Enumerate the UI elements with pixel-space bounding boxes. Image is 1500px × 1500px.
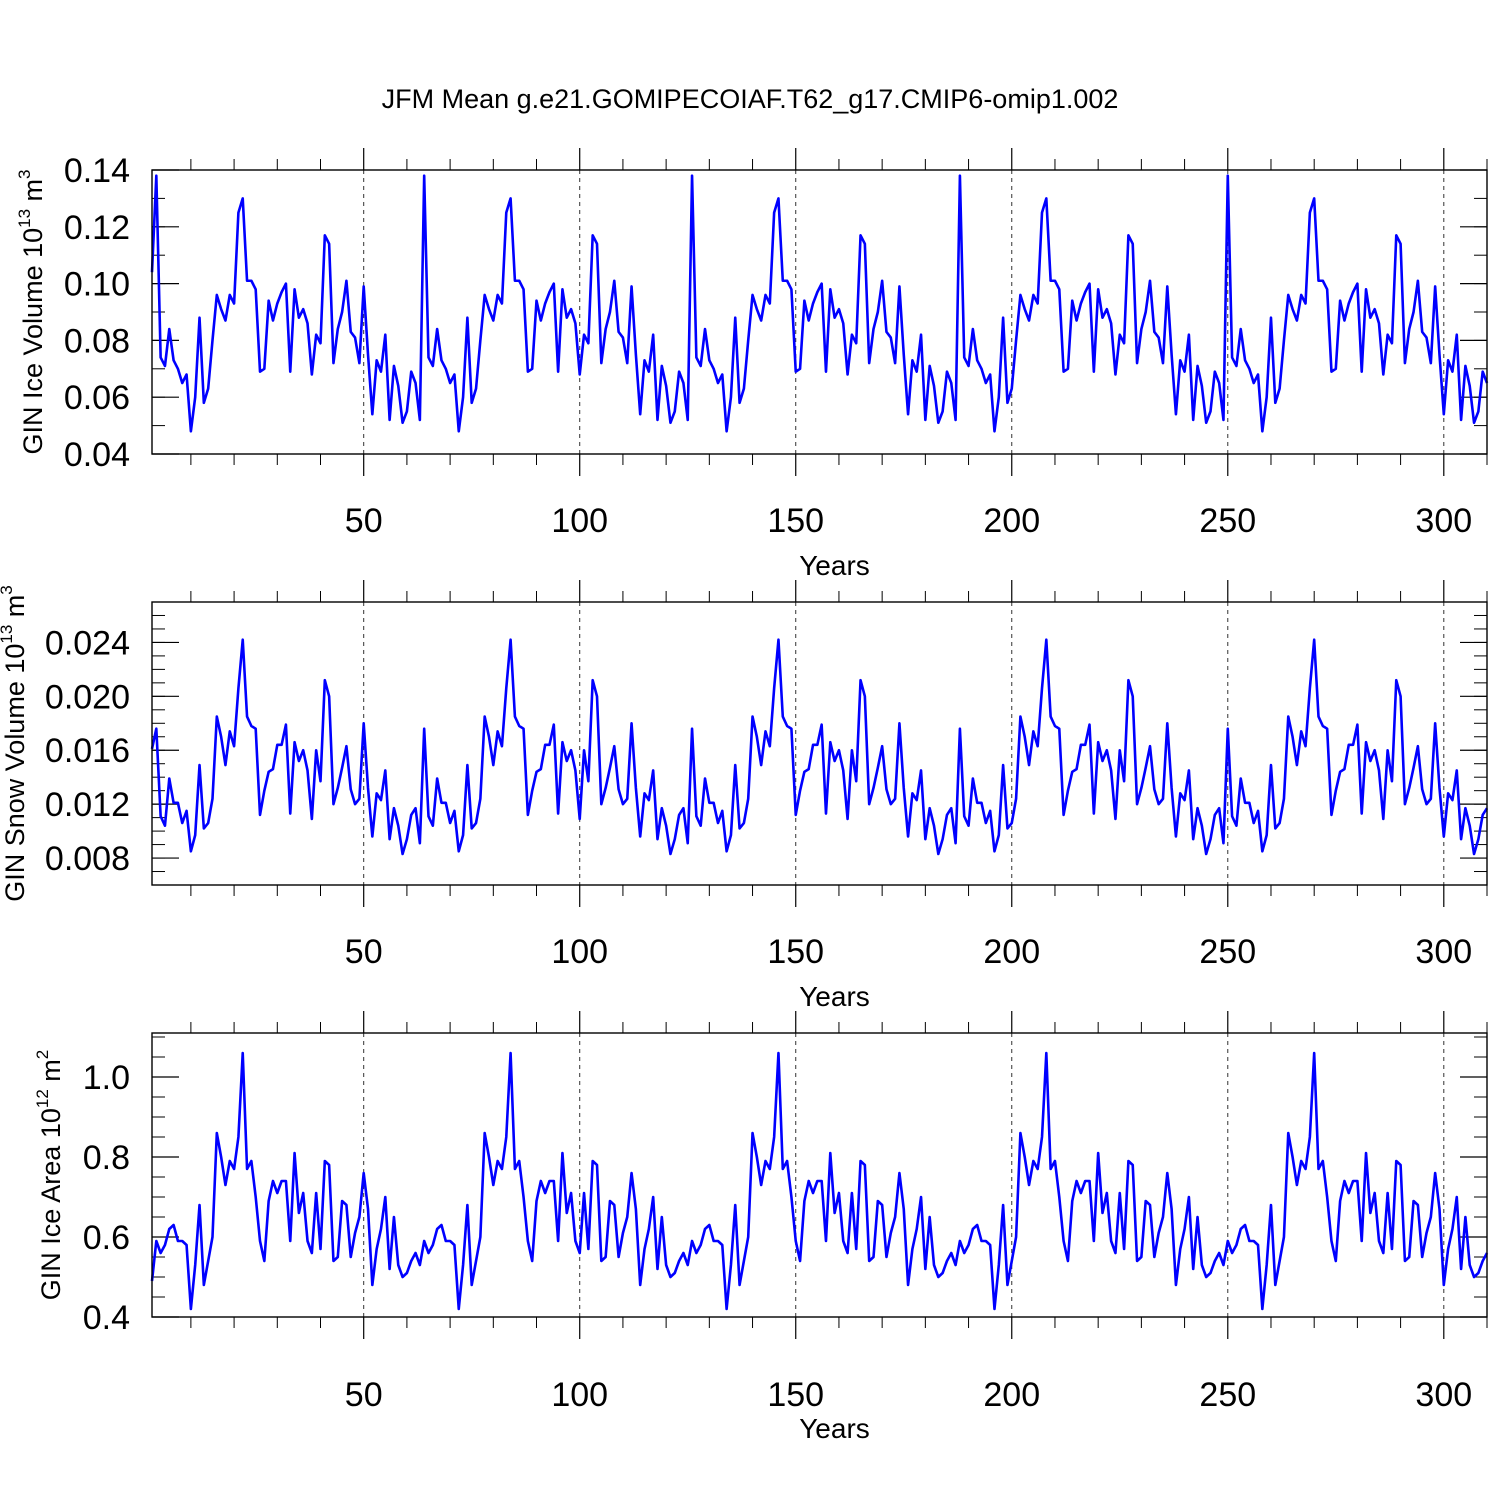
x-tick-label: 50 [345, 1376, 383, 1414]
y-axis-title-main: GIN Ice Area 10 [36, 1108, 66, 1300]
plot-frame [151, 1032, 1488, 1318]
y-tick-label: 0.012 [45, 786, 130, 824]
y-axis-title-exponent: 13 [15, 209, 34, 228]
x-tick-label: 150 [767, 502, 824, 540]
y-axis-title-main: GIN Ice Volume 10 [18, 228, 48, 455]
y-axis-title-unit-exponent: 3 [0, 585, 16, 594]
panels: 50 100 150 200 250 3000.040.060.080.100.120.1… [0, 148, 1489, 1444]
x-tick-label: 250 [1199, 502, 1256, 540]
y-tick-label: 0.6 [83, 1219, 130, 1257]
y-tick-label: 0.06 [64, 379, 130, 417]
x-tick-label: 100 [551, 502, 608, 540]
x-tick-label: 250 [1199, 1376, 1256, 1414]
y-axis-title-unit: m [36, 1059, 66, 1089]
x-tick-label: 300 [1415, 1376, 1472, 1414]
x-tick-label: 50 [345, 502, 383, 540]
panel-snow-volume: 50 100 150 200 250 300 0.008 0.012 0.016 0.020 0.0… [0, 580, 1489, 1012]
panel-ice-volume: 50 100 150 200 250 300 0.04 0.06 0.08 0.10 0.12 0.1… [15, 148, 1489, 581]
x-axis-title: Years [799, 1413, 870, 1444]
y-tick-label: 0.4 [83, 1299, 130, 1337]
x-axis-title: Years [799, 550, 870, 581]
y-axis-title-unit-exponent: 3 [15, 169, 34, 178]
x-tick-label: 300 [1415, 502, 1472, 540]
plot-frame [151, 169, 1488, 455]
series-line-snow-volume [150, 638, 1489, 856]
x-tick-label: 50 [345, 933, 383, 971]
y-tick-label: 0.008 [45, 840, 130, 878]
y-tick-label: 0.024 [45, 624, 130, 662]
plot-frame [151, 601, 1488, 886]
y-tick-label: 0.8 [83, 1139, 130, 1177]
x-tick-label: 100 [551, 1376, 608, 1414]
y-axis-title: GIN Snow Volume 1013 m3 [0, 585, 30, 902]
y-axis-title: GIN Ice Volume 1013 m3 [15, 169, 48, 454]
x-tick-label: 150 [767, 933, 824, 971]
x-tick-label: 200 [983, 933, 1040, 971]
x-tick-label: 200 [983, 502, 1040, 540]
x-axis-title: Years [799, 981, 870, 1012]
y-tick-label: 0.020 [45, 678, 130, 716]
y-axis-title-exponent: 13 [0, 625, 16, 644]
y-tick-label: 0.10 [64, 266, 130, 304]
y-tick-label: 1.0 [83, 1059, 130, 1097]
y-tick-label: 0.08 [64, 322, 130, 360]
y-axis-title-main: GIN Snow Volume 10 [0, 644, 30, 902]
x-tick-label: 150 [767, 1376, 824, 1414]
y-axis-title-exponent: 12 [33, 1089, 52, 1108]
y-tick-label: 0.14 [64, 152, 130, 190]
y-axis-title-unit: m [18, 179, 48, 209]
panel-ice-area: 50 100 150 200 250 300 0.4 0.6 0.8 1.0 Years GIN Ic… [33, 1011, 1489, 1444]
x-tick-label: 300 [1415, 933, 1472, 971]
figure-title: JFM Mean g.e21.GOMIPECOIAF.T62_g17.CMIP6… [382, 84, 1119, 114]
y-axis-title-unit: m [0, 595, 30, 625]
y-axis-title: GIN Ice Area 1012 m2 [33, 1050, 66, 1301]
y-tick-label: 0.04 [64, 436, 130, 474]
y-axis-title-unit-exponent: 2 [33, 1050, 52, 1059]
x-tick-label: 200 [983, 1376, 1040, 1414]
x-tick-label: 100 [551, 933, 608, 971]
series-line-ice-volume [150, 174, 1489, 433]
series-line-ice-area [150, 1051, 1489, 1311]
x-tick-label: 250 [1199, 933, 1256, 971]
y-tick-label: 0.12 [64, 209, 130, 247]
y-tick-label: 0.016 [45, 732, 130, 770]
